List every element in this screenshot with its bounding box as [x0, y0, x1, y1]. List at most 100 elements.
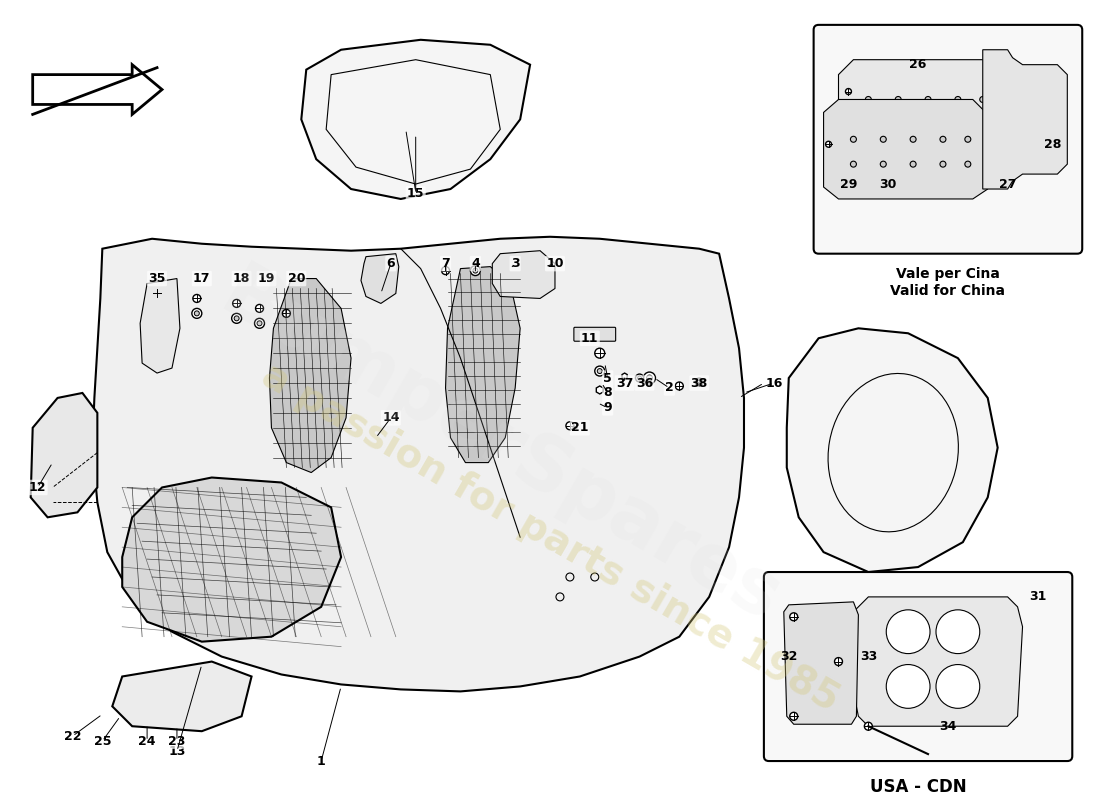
Circle shape — [965, 136, 971, 142]
Circle shape — [955, 126, 961, 132]
Circle shape — [850, 136, 857, 142]
Text: 36: 36 — [636, 377, 653, 390]
Text: 32: 32 — [780, 650, 798, 663]
Text: 3: 3 — [510, 257, 519, 270]
Polygon shape — [140, 278, 180, 373]
Polygon shape — [854, 597, 1023, 726]
Circle shape — [636, 374, 644, 382]
Text: 25: 25 — [94, 734, 111, 748]
Polygon shape — [784, 602, 858, 724]
Circle shape — [254, 318, 264, 328]
Text: 14: 14 — [382, 411, 399, 424]
Circle shape — [880, 136, 887, 142]
Text: 28: 28 — [1044, 138, 1061, 150]
Circle shape — [865, 722, 872, 730]
Polygon shape — [982, 50, 1067, 189]
Circle shape — [790, 613, 798, 621]
Text: 17: 17 — [194, 272, 210, 285]
Text: 31: 31 — [1028, 590, 1046, 603]
Text: Valid for China: Valid for China — [890, 283, 1005, 298]
Text: 23: 23 — [168, 734, 186, 748]
Text: 34: 34 — [939, 720, 957, 733]
Circle shape — [866, 126, 871, 132]
Text: 16: 16 — [766, 377, 782, 390]
Polygon shape — [361, 254, 399, 303]
Circle shape — [257, 321, 262, 326]
Circle shape — [925, 126, 931, 132]
Circle shape — [234, 316, 239, 321]
Circle shape — [695, 378, 703, 386]
Circle shape — [940, 136, 946, 142]
Circle shape — [191, 308, 201, 318]
Circle shape — [644, 372, 656, 384]
Circle shape — [647, 375, 652, 381]
Text: 24: 24 — [139, 734, 156, 748]
Polygon shape — [838, 60, 1002, 167]
Circle shape — [887, 610, 929, 654]
Text: 8: 8 — [604, 386, 612, 399]
FancyBboxPatch shape — [814, 25, 1082, 254]
Polygon shape — [112, 662, 252, 731]
Circle shape — [505, 262, 515, 271]
Polygon shape — [122, 478, 341, 642]
Circle shape — [638, 376, 641, 380]
Circle shape — [866, 97, 871, 102]
Text: 11: 11 — [581, 332, 598, 345]
FancyBboxPatch shape — [574, 327, 616, 342]
Circle shape — [155, 306, 160, 311]
Circle shape — [595, 366, 605, 376]
Circle shape — [595, 348, 605, 358]
Text: 13: 13 — [168, 745, 186, 758]
Text: 2: 2 — [666, 382, 674, 394]
Circle shape — [471, 266, 481, 275]
Text: 22: 22 — [64, 730, 81, 742]
Polygon shape — [824, 99, 988, 199]
Circle shape — [826, 142, 832, 147]
Circle shape — [597, 369, 602, 374]
Circle shape — [565, 422, 574, 430]
Text: 35: 35 — [148, 272, 166, 285]
Polygon shape — [92, 237, 744, 691]
Circle shape — [255, 305, 264, 312]
Text: 6: 6 — [386, 257, 395, 270]
Circle shape — [790, 712, 798, 720]
Circle shape — [508, 264, 513, 269]
FancyBboxPatch shape — [763, 572, 1072, 761]
Circle shape — [980, 97, 986, 102]
Circle shape — [195, 311, 199, 316]
Text: 26: 26 — [910, 58, 927, 71]
Text: 5: 5 — [603, 371, 612, 385]
Circle shape — [910, 136, 916, 142]
Polygon shape — [786, 328, 998, 572]
Circle shape — [887, 665, 929, 708]
Text: 9: 9 — [604, 402, 612, 414]
Circle shape — [675, 382, 683, 390]
Circle shape — [955, 97, 961, 102]
Circle shape — [192, 294, 201, 302]
Text: 27: 27 — [999, 178, 1016, 190]
Text: Vale per Cina: Vale per Cina — [896, 266, 1000, 281]
Circle shape — [232, 314, 242, 323]
Circle shape — [846, 89, 851, 94]
Text: a passion for parts since 1985: a passion for parts since 1985 — [254, 356, 846, 718]
Circle shape — [233, 299, 241, 307]
Circle shape — [940, 161, 946, 167]
Text: 33: 33 — [860, 650, 877, 663]
Text: BumperSpares: BumperSpares — [208, 258, 793, 638]
Circle shape — [283, 310, 290, 318]
Polygon shape — [31, 393, 98, 518]
Polygon shape — [446, 266, 520, 462]
Text: 1: 1 — [317, 754, 326, 767]
Text: 4: 4 — [471, 257, 480, 270]
Text: 18: 18 — [233, 272, 251, 285]
Text: USA - CDN: USA - CDN — [870, 778, 967, 796]
Text: 15: 15 — [407, 187, 425, 201]
Circle shape — [936, 665, 980, 708]
Text: 19: 19 — [257, 272, 275, 285]
Polygon shape — [621, 373, 627, 379]
Polygon shape — [301, 40, 530, 199]
Text: 10: 10 — [547, 257, 563, 270]
Text: 38: 38 — [691, 377, 707, 390]
Text: 7: 7 — [441, 257, 450, 270]
Polygon shape — [270, 278, 351, 473]
